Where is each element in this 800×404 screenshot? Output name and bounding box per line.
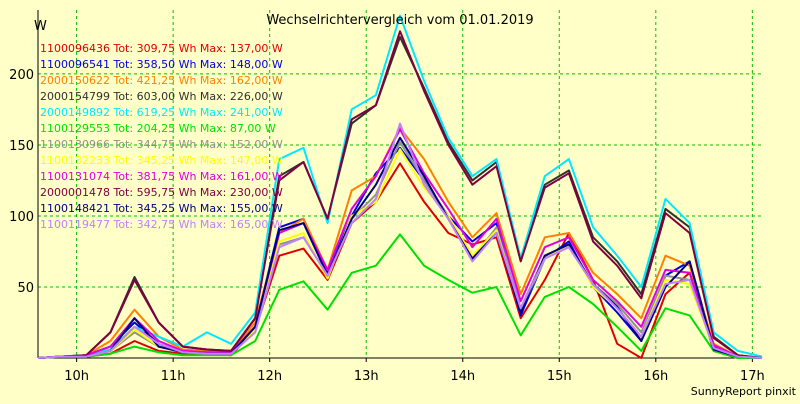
x-tick-label: 15h xyxy=(547,369,572,384)
legend-entry-1100131074: 1100131074 Tot: 381,75 Wh Max: 161,00 W xyxy=(40,170,283,183)
footer-credit: SunnyReport pinxit xyxy=(691,385,797,398)
series-line-2000001478 xyxy=(37,30,763,359)
series-line-1100148421 xyxy=(37,136,763,359)
legend-entry-2000150622: 2000150622 Tot: 421,25 Wh Max: 162,00 W xyxy=(40,74,283,87)
series-lines xyxy=(37,14,763,359)
y-axis-label: W xyxy=(34,19,47,34)
x-tick-label: 11h xyxy=(161,369,186,384)
legend: 1100096436 Tot: 309,75 Wh Max: 137,00 W 1… xyxy=(40,42,283,231)
legend-entry-1100130966: 1100130966 Tot: 344,75 Wh Max: 152,00 W xyxy=(40,138,283,151)
x-tick-label: 10h xyxy=(64,369,89,384)
legend-entry-2000154799: 2000154799 Tot: 603,00 Wh Max: 226,00 W xyxy=(40,90,283,103)
series-line-1100131074 xyxy=(37,128,763,359)
y-tick-label: 200 xyxy=(9,68,34,83)
x-tick-label: 14h xyxy=(450,369,475,384)
x-tick-label: 16h xyxy=(643,369,668,384)
legend-entry-2000149892: 2000149892 Tot: 619,25 Wh Max: 241,00 W xyxy=(40,106,283,119)
y-tick-label: 50 xyxy=(17,281,34,296)
chart-title: Wechselrichtervergleich vom 01.01.2019 xyxy=(266,13,533,28)
legend-entry-2000001478: 2000001478 Tot: 595,75 Wh Max: 230,00 W xyxy=(40,186,283,199)
series-line-2000149892 xyxy=(37,14,763,359)
x-tick-label: 13h xyxy=(354,369,379,384)
legend-entry-1100119477: 1100119477 Tot: 342,75 Wh Max: 165,00 W xyxy=(40,218,283,231)
legend-entry-1100132233: 1100132233 Tot: 345,25 Wh Max: 147,00 W xyxy=(40,154,283,167)
series-line-1100096436 xyxy=(37,162,762,359)
x-tick-label: 12h xyxy=(257,369,282,384)
series-line-1100129553 xyxy=(37,233,762,359)
legend-entry-1100096541: 1100096541 Tot: 358,50 Wh Max: 148,00 W xyxy=(40,58,283,71)
legend-entry-1100148421: 1100148421 Tot: 345,25 Wh Max: 155,00 W xyxy=(40,202,283,215)
y-tick-label: 150 xyxy=(9,139,34,154)
y-tick-label: 100 xyxy=(9,210,34,225)
legend-entry-1100129553: 1100129553 Tot: 204,25 Wh Max: 87,00 W xyxy=(40,122,276,135)
series-line-1100119477 xyxy=(37,122,763,359)
x-tick-label: 17h xyxy=(740,369,765,384)
legend-entry-1100096436: 1100096436 Tot: 309,75 Wh Max: 137,00 W xyxy=(40,42,283,55)
